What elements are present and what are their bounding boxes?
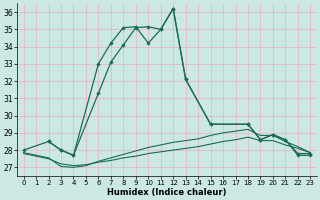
X-axis label: Humidex (Indice chaleur): Humidex (Indice chaleur): [107, 188, 227, 197]
